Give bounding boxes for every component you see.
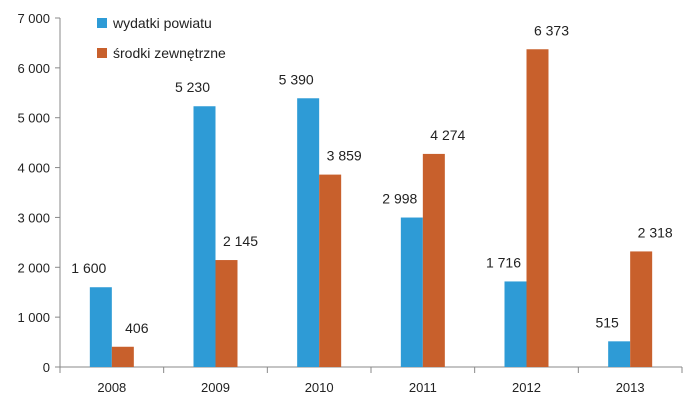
y-tick-label: 6 000 <box>17 61 50 76</box>
x-tick-label: 2011 <box>409 380 437 395</box>
data-label: 515 <box>595 314 619 330</box>
data-label: 1 716 <box>486 254 521 270</box>
y-tick-label: 5 000 <box>17 111 50 126</box>
x-tick-label: 2012 <box>512 380 541 395</box>
y-tick-label: 0 <box>43 360 50 375</box>
x-axis: 2008 2009 2010 2011 2012 2013 <box>59 366 683 395</box>
bar-2012-s2 <box>526 49 549 367</box>
data-labels: 1 600 5 230 5 390 2 998 1 716 515 406 2 145 3 85… <box>71 22 673 335</box>
data-label: 1 600 <box>71 260 106 276</box>
x-tick-label: 2010 <box>305 380 334 395</box>
bar-2008-s1 <box>89 287 112 367</box>
y-tick-label: 7 000 <box>17 11 50 26</box>
legend-swatch <box>97 18 107 28</box>
legend: wydatki powiatu środki zewnętrzne <box>97 15 226 61</box>
data-label: 2 318 <box>638 224 673 240</box>
x-tick-label: 2009 <box>201 380 230 395</box>
bar-2011-s2 <box>422 153 445 367</box>
data-label: 2 145 <box>223 233 258 249</box>
legend-label: środki zewnętrzne <box>113 45 226 61</box>
y-tick-label: 3 000 <box>17 210 50 225</box>
bar-2013-s2 <box>630 251 653 367</box>
data-label: 5 390 <box>279 71 314 87</box>
bar-2012-s1 <box>504 281 527 367</box>
bar-2009-s1 <box>193 106 216 368</box>
data-label: 5 230 <box>175 79 210 95</box>
bar-2009-s2 <box>215 260 238 367</box>
bar-2010-s1 <box>297 98 320 368</box>
x-tick-label: 2008 <box>97 380 126 395</box>
legend-swatch <box>97 48 107 58</box>
legend-label: wydatki powiatu <box>112 15 212 31</box>
y-tick-label: 1 000 <box>17 310 50 325</box>
data-label: 406 <box>125 320 149 336</box>
data-label: 4 274 <box>430 127 465 143</box>
bar-2008-s2 <box>111 346 134 367</box>
bar-2011-s1 <box>400 217 423 367</box>
data-label: 6 373 <box>534 22 569 38</box>
y-axis: 0 1 000 2 000 3 000 4 000 5 000 6 000 7 000 <box>17 11 61 375</box>
bar-2010-s2 <box>319 174 342 367</box>
y-tick-label: 2 000 <box>17 260 50 275</box>
data-label: 3 859 <box>327 148 362 164</box>
y-tick-label: 4 000 <box>17 161 50 176</box>
x-tick-label: 2013 <box>616 380 645 395</box>
bars <box>89 49 653 368</box>
bar-2013-s1 <box>608 341 631 367</box>
data-label: 2 998 <box>382 191 417 207</box>
